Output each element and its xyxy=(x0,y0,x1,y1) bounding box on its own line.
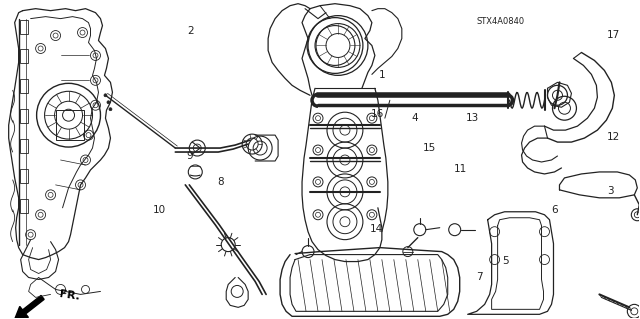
Circle shape xyxy=(109,108,112,111)
Text: 13: 13 xyxy=(465,113,479,123)
Text: 10: 10 xyxy=(152,205,166,215)
Bar xyxy=(20,139,28,153)
Bar xyxy=(56,110,83,140)
Bar xyxy=(20,19,28,33)
Text: 1: 1 xyxy=(380,70,386,80)
Text: 11: 11 xyxy=(454,164,467,174)
Bar xyxy=(20,79,28,93)
Text: 6: 6 xyxy=(552,205,558,215)
Text: 17: 17 xyxy=(607,30,620,40)
Text: STX4A0840: STX4A0840 xyxy=(476,17,525,26)
Text: 9: 9 xyxy=(186,151,193,161)
Text: 3: 3 xyxy=(607,186,614,196)
Text: 2: 2 xyxy=(188,26,195,36)
FancyArrow shape xyxy=(15,295,44,319)
Text: 14: 14 xyxy=(369,224,383,234)
Text: 15: 15 xyxy=(423,143,436,153)
Bar xyxy=(20,109,28,123)
Bar xyxy=(20,199,28,213)
Text: 7: 7 xyxy=(476,272,483,282)
Circle shape xyxy=(107,101,110,104)
Text: 12: 12 xyxy=(607,132,620,142)
Text: 8: 8 xyxy=(218,177,225,187)
Text: FR.: FR. xyxy=(59,289,80,302)
Circle shape xyxy=(104,94,107,97)
Text: 4: 4 xyxy=(412,113,418,123)
Bar xyxy=(20,49,28,63)
Text: 16: 16 xyxy=(371,109,384,119)
Text: 5: 5 xyxy=(502,256,509,266)
Bar xyxy=(20,169,28,183)
